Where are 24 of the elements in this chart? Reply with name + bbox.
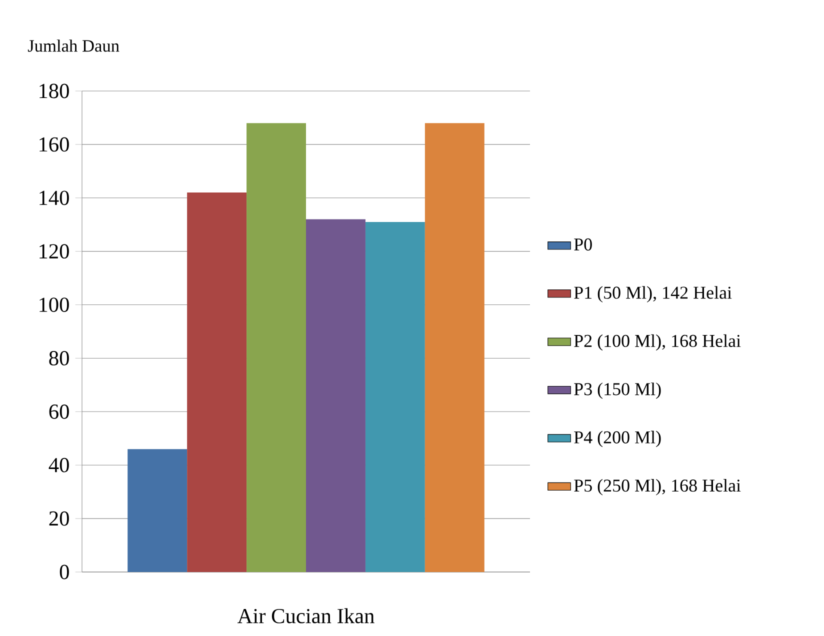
y-tick-label: 100 xyxy=(40,298,69,312)
legend-label: P0 xyxy=(574,238,592,251)
y-tick-label: 80 xyxy=(49,351,69,366)
legend-label: P5 (250 Ml), 168 Helai xyxy=(574,479,741,496)
y-tick-label: 120 xyxy=(40,244,69,259)
bar xyxy=(365,222,425,572)
bar xyxy=(128,449,188,572)
x-tick-label: Air Cucian Ikan xyxy=(237,608,374,624)
legend-label: P2 (100 Ml), 168 Helai xyxy=(574,334,741,351)
y-tick-label: 40 xyxy=(48,458,69,472)
y-axis-title: Jumlah Daun xyxy=(28,40,120,52)
legend-label: P1 (50 Ml), 142 Helai xyxy=(574,286,732,302)
y-tick-label: 20 xyxy=(49,511,69,526)
bar xyxy=(187,192,247,572)
y-tick-label: 180 xyxy=(40,84,69,98)
legend-label: P4 (200 Ml) xyxy=(574,430,661,448)
y-tick-label: 0 xyxy=(60,564,69,580)
bar xyxy=(306,219,366,572)
bar xyxy=(246,123,306,572)
y-tick-label: 160 xyxy=(40,137,69,152)
legend-label: P3 (150 Ml) xyxy=(574,382,661,399)
y-tick-label: 60 xyxy=(49,404,69,419)
y-tick-label: 140 xyxy=(40,190,69,206)
bar xyxy=(424,123,484,572)
